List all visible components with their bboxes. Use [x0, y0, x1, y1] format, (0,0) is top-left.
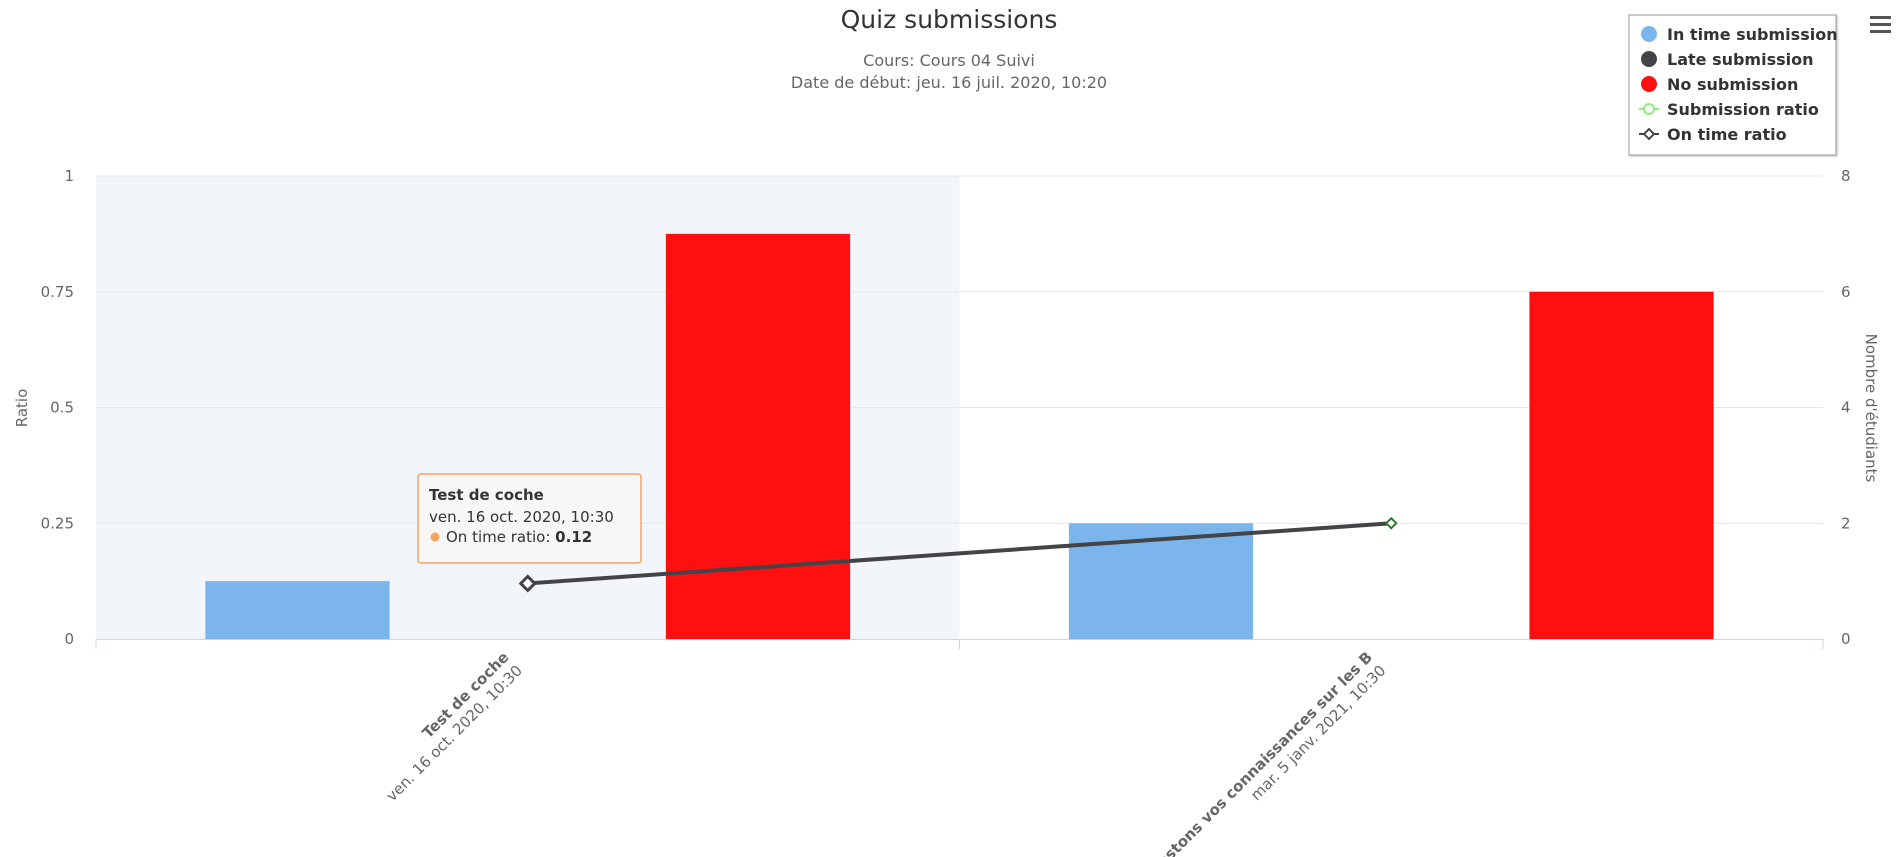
tooltip: Test de coche ven. 16 oct. 2020, 10:30 O…	[417, 473, 642, 564]
right-tick-label: 6	[1841, 283, 1851, 301]
x-axis	[95, 639, 1824, 649]
line-point[interactable]	[1384, 516, 1398, 530]
line-point[interactable]	[518, 574, 537, 593]
category-label: Testons vos connaissances sur les Bmar. …	[1148, 648, 1390, 857]
left-tick-label: 1	[64, 167, 74, 185]
legend-symbol	[1642, 127, 1656, 141]
category-name: Testons vos connaissances sur les B	[1148, 648, 1376, 857]
bar[interactable]	[665, 233, 851, 639]
legend-item[interactable]: Submission ratio	[1639, 100, 1819, 119]
legend-label: On time ratio	[1667, 125, 1787, 144]
category-date: ven. 16 oct. 2020, 10:30	[383, 662, 526, 805]
left-tick-label: 0	[64, 630, 74, 648]
bar[interactable]	[1529, 291, 1714, 639]
legend-symbol	[1641, 26, 1657, 42]
legend-label: No submission	[1667, 75, 1798, 94]
series-line	[527, 521, 1392, 586]
hamburger-menu-icon[interactable]	[1870, 16, 1891, 33]
bars	[205, 233, 1714, 639]
right-tick-label: 4	[1841, 399, 1851, 417]
legend-label: Submission ratio	[1667, 100, 1819, 119]
left-axis-title: Ratio	[13, 389, 31, 428]
tooltip-series-dot	[430, 532, 440, 542]
chart-subtitle-line-2: Date de début: jeu. 16 juil. 2020, 10:20	[791, 73, 1107, 92]
legend: In time submission Late submission No subm…	[1628, 14, 1838, 156]
right-axis-ticks: 0 2 4 6 8	[1841, 167, 1851, 648]
chart-title: Quiz submissions	[841, 5, 1058, 34]
legend-label: Late submission	[1667, 50, 1814, 69]
right-axis-title: Nombre d'étudiants	[1862, 334, 1880, 483]
left-axis-ticks: 0 0.25 0.5 0.75 1	[41, 167, 74, 648]
bar[interactable]	[205, 581, 390, 639]
category-date: mar. 5 janv. 2021, 10:30	[1247, 662, 1389, 804]
tooltip-value: 0.12	[555, 528, 592, 546]
tooltip-series-row: On time ratio: 0.12	[446, 528, 592, 546]
left-tick-label: 0.25	[41, 514, 74, 532]
left-tick-label: 0.5	[50, 399, 74, 417]
legend-symbol	[1641, 51, 1657, 67]
legend-label: In time submission	[1667, 25, 1838, 44]
legend-symbol	[1641, 76, 1657, 92]
right-tick-label: 2	[1841, 514, 1851, 532]
legend-item[interactable]: In time submission	[1641, 25, 1838, 44]
left-tick-label: 0.75	[41, 283, 74, 301]
legend-item[interactable]: Late submission	[1641, 50, 1814, 69]
legend-item[interactable]: On time ratio	[1639, 125, 1787, 144]
series-lines	[518, 516, 1398, 593]
right-tick-label: 8	[1841, 167, 1851, 185]
right-tick-label: 0	[1841, 630, 1851, 648]
tooltip-series-label: On time ratio:	[446, 528, 555, 546]
chart-subtitle-line-1: Cours: Cours 04 Suivi	[863, 51, 1035, 70]
tooltip-date: ven. 16 oct. 2020, 10:30	[429, 508, 614, 526]
legend-item[interactable]: No submission	[1641, 75, 1798, 94]
tooltip-title: Test de coche	[429, 486, 544, 504]
legend-symbol	[1643, 103, 1655, 115]
